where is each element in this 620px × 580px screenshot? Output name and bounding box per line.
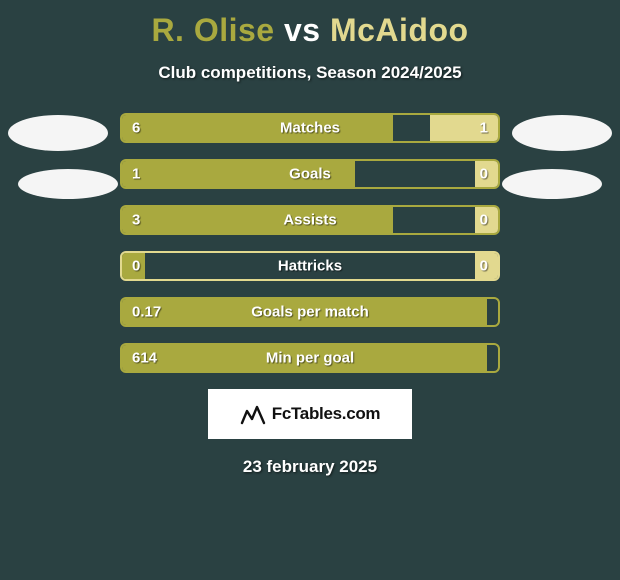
logo-text: FcTables.com: [272, 404, 381, 424]
subtitle: Club competitions, Season 2024/2025: [0, 63, 620, 83]
stat-value-right: 0: [480, 258, 488, 275]
logo-icon: [240, 403, 266, 425]
stat-row-goals-per-match: 0.17 Goals per match: [120, 297, 500, 327]
stat-row-goals: 1 Goals 0: [120, 159, 500, 189]
player1-club-placeholder: [18, 169, 118, 199]
stat-bars: 6 Matches 1 1 Goals 0 3 Assists 0 0 Hatt…: [120, 113, 500, 373]
stat-value-right: 0: [480, 166, 488, 183]
player1-name: R. Olise: [151, 12, 274, 48]
stat-value-left: 0: [132, 258, 140, 275]
stat-row-min-per-goal: 614 Min per goal: [120, 343, 500, 373]
stat-value-left: 614: [132, 350, 157, 367]
stat-value-right: 1: [480, 120, 488, 137]
stat-row-assists: 3 Assists 0: [120, 205, 500, 235]
player1-avatar-placeholder: [8, 115, 108, 151]
stat-label: Hattricks: [122, 258, 498, 275]
player2-avatar-placeholder: [512, 115, 612, 151]
logo: FcTables.com: [240, 403, 381, 425]
stat-row-hattricks: 0 Hattricks 0: [120, 251, 500, 281]
stat-bar-left: [122, 299, 487, 325]
logo-box: FcTables.com: [208, 389, 412, 439]
date-label: 23 february 2025: [0, 457, 620, 477]
chart-area: 6 Matches 1 1 Goals 0 3 Assists 0 0 Hatt…: [0, 113, 620, 373]
stat-bar-left: [122, 115, 393, 141]
stat-bar-left: [122, 207, 393, 233]
stat-value-left: 6: [132, 120, 140, 137]
comparison-title: R. Olise vs McAidoo: [0, 0, 620, 49]
stat-bar-left: [122, 345, 487, 371]
stat-value-left: 0.17: [132, 304, 161, 321]
player2-name: McAidoo: [330, 12, 469, 48]
stat-value-right: 0: [480, 212, 488, 229]
stat-value-left: 1: [132, 166, 140, 183]
vs-label: vs: [284, 12, 321, 48]
stat-bar-left: [122, 161, 355, 187]
stat-row-matches: 6 Matches 1: [120, 113, 500, 143]
player2-club-placeholder: [502, 169, 602, 199]
stat-value-left: 3: [132, 212, 140, 229]
